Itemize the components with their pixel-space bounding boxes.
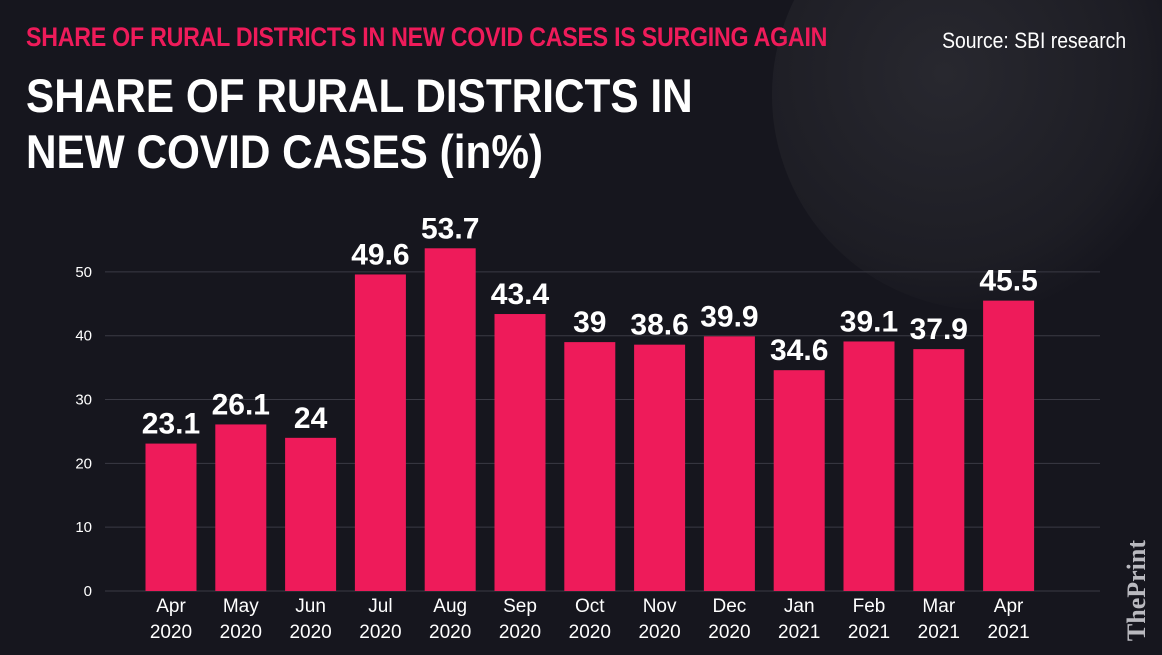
chart-kicker: SHARE OF RURAL DISTRICTS IN NEW COVID CA… — [26, 22, 828, 52]
bar — [983, 300, 1035, 591]
y-tick-label: 10 — [75, 519, 92, 536]
bar — [634, 344, 686, 591]
y-tick-label: 30 — [75, 392, 92, 409]
x-tick-label-month: Jun — [295, 596, 326, 617]
bar — [215, 424, 267, 591]
chart-title: SHARE OF RURAL DISTRICTS IN NEW COVID CA… — [26, 69, 693, 178]
data-label: 26.1 — [212, 388, 270, 421]
x-tick-label-year: 2020 — [220, 622, 262, 643]
bar — [773, 370, 825, 591]
data-label: 37.9 — [910, 313, 968, 346]
x-tick-label-month: Apr — [156, 596, 186, 617]
x-tick-label-month: Jul — [368, 596, 392, 617]
bar — [285, 437, 337, 591]
x-tick-label-year: 2020 — [289, 622, 331, 643]
x-tick-label-month: May — [223, 596, 259, 617]
bar — [494, 314, 546, 591]
x-tick-label-month: Oct — [575, 596, 605, 617]
bar — [913, 349, 965, 591]
data-label: 34.6 — [770, 334, 828, 367]
x-tick-label-month: Mar — [922, 596, 955, 617]
x-tick-label-year: 2021 — [987, 622, 1029, 643]
x-tick-label-month: Jan — [784, 596, 815, 617]
data-label: 24 — [294, 402, 328, 435]
x-tick-label-year: 2020 — [150, 622, 192, 643]
y-tick-label: 40 — [75, 328, 92, 345]
data-label: 39.9 — [700, 300, 758, 333]
x-tick-label-month: Feb — [853, 596, 886, 617]
y-tick-label: 20 — [75, 455, 92, 472]
x-tick-label-year: 2020 — [638, 622, 680, 643]
bar — [703, 336, 755, 591]
bar — [564, 342, 616, 591]
x-tick-label-month: Sep — [503, 596, 537, 617]
x-tick-label-month: Aug — [433, 596, 467, 617]
x-tick-label-year: 2021 — [778, 622, 820, 643]
bar — [424, 248, 476, 591]
x-tick-label-year: 2021 — [918, 622, 960, 643]
bar — [843, 341, 895, 591]
data-label: 39 — [573, 306, 606, 339]
y-tick-label: 0 — [84, 583, 92, 600]
data-label: 53.7 — [421, 212, 479, 245]
bar — [354, 274, 406, 591]
bar — [145, 443, 197, 591]
x-tick-label-year: 2020 — [499, 622, 541, 643]
data-label: 49.6 — [351, 238, 409, 271]
data-label: 45.5 — [979, 265, 1037, 298]
x-tick-label-year: 2020 — [359, 622, 401, 643]
x-tick-label-month: Dec — [713, 596, 747, 617]
x-tick-label-month: Nov — [643, 596, 677, 617]
data-label: 39.1 — [840, 305, 898, 338]
x-tick-label-month: Apr — [994, 596, 1024, 617]
x-tick-label-year: 2020 — [569, 622, 611, 643]
x-tick-label-year: 2021 — [848, 622, 890, 643]
x-tick-label-year: 2020 — [708, 622, 750, 643]
data-label: 43.4 — [491, 278, 550, 311]
y-tick-label: 50 — [75, 264, 92, 281]
data-label: 23.1 — [142, 408, 200, 441]
source-note: Source: SBI research — [941, 28, 1126, 53]
x-tick-label-year: 2020 — [429, 622, 471, 643]
data-label: 38.6 — [630, 309, 688, 342]
